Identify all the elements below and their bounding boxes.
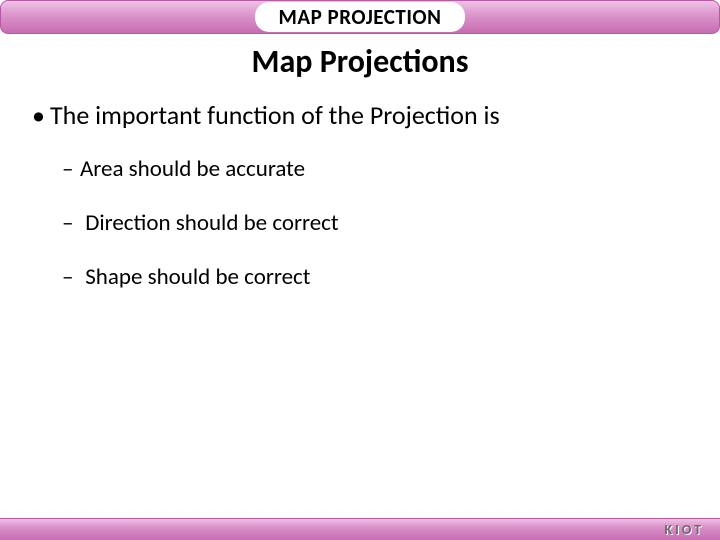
bullet-level1-text: The important function of the Projection…	[50, 99, 500, 131]
bullet-marker-dash: –	[62, 263, 80, 291]
bullet-marker-dot: •	[32, 99, 50, 131]
content-area: •The important function of the Projectio…	[0, 99, 720, 291]
bullet-marker-dash: –	[62, 209, 80, 237]
bullet-level2: –Area should be accurate	[18, 155, 702, 183]
bullet-level2-text: Direction should be correct	[85, 209, 338, 237]
bullet-level2: – Shape should be correct	[18, 263, 702, 291]
bullet-level2: – Direction should be correct	[18, 209, 702, 237]
bullet-level2-text: Shape should be correct	[85, 263, 310, 291]
bullet-marker-dash: –	[62, 155, 80, 183]
bullet-level1: •The important function of the Projectio…	[18, 99, 702, 131]
bullet-level2-text: Area should be accurate	[80, 155, 305, 183]
header-pill: MAP PROJECTION	[255, 2, 466, 32]
footer-band: KIOT	[0, 518, 720, 540]
header-pill-text: MAP PROJECTION	[279, 4, 442, 30]
slide-title-text: Map Projections	[252, 42, 469, 81]
footer-text: KIOT	[665, 521, 704, 538]
slide-title: Map Projections	[0, 42, 720, 81]
header-band: MAP PROJECTION	[0, 0, 720, 34]
